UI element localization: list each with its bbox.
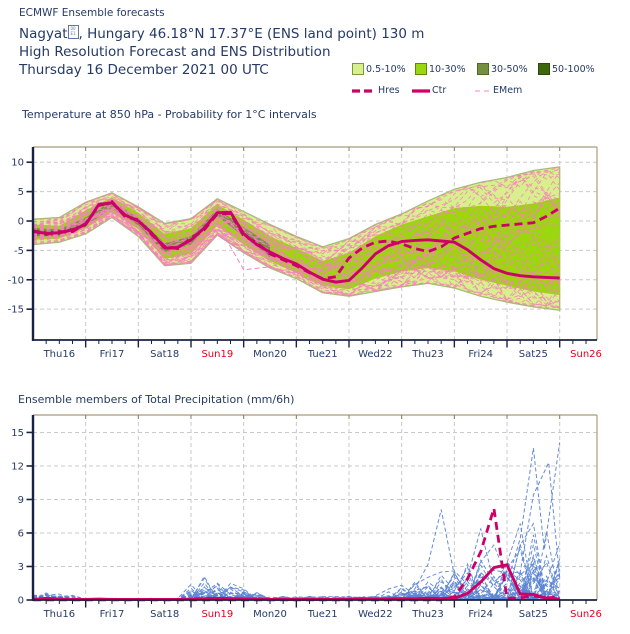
emem-member-line xyxy=(32,193,560,285)
emem-member-line xyxy=(32,214,560,297)
basetime-label: Thursday 16 December 2021 00 UTC xyxy=(19,62,269,78)
x-day-label: Mon20 xyxy=(253,349,287,360)
precipitation-chart-title: Ensemble members of Total Precipitation … xyxy=(18,393,295,406)
x-day-label: Fri17 xyxy=(100,349,125,360)
emem-member-line xyxy=(32,207,561,310)
emem-member-line xyxy=(32,196,561,269)
emem-member-line xyxy=(32,192,561,307)
emem-member-line xyxy=(32,216,561,304)
emem-member-line xyxy=(32,199,560,282)
x-day-label: Sun19 xyxy=(201,349,233,360)
report-type-label: ECMWF Ensemble forecasts xyxy=(19,7,165,19)
location-prefix: Nagyat xyxy=(19,26,68,42)
y-tick-label: 9 xyxy=(18,495,24,506)
emem-member-line xyxy=(32,208,560,267)
x-day-label: Tue21 xyxy=(307,349,338,360)
emem-member-line xyxy=(32,214,560,303)
probability-band-outer xyxy=(32,166,561,312)
emem-member-line xyxy=(32,167,560,269)
emem-member-line xyxy=(32,210,560,308)
y-tick-label: -15 xyxy=(8,305,24,316)
x-day-label: Fri17 xyxy=(100,609,125,620)
probability-band-inner xyxy=(33,197,560,296)
y-tick-label: -10 xyxy=(8,275,24,286)
emem-member-line xyxy=(32,203,560,310)
y-tick-label: 10 xyxy=(11,158,24,169)
emem-member-line xyxy=(32,170,561,271)
legend-band-1: 10-30% xyxy=(415,63,466,75)
band-swatch-1 xyxy=(415,63,427,75)
x-day-label: Sat18 xyxy=(150,609,179,620)
y-tick-label: 5 xyxy=(18,187,24,198)
emem-member-line xyxy=(32,171,561,255)
emem-member-line xyxy=(32,174,560,276)
x-day-label: Sat25 xyxy=(519,349,548,360)
precipitation-chart: 15 12 9 6 3 0 Thu16 Fri17 Sat18 Sun19 Mon20 Tue21 We… xyxy=(11,414,602,620)
legend-band-0: 0.5-10% xyxy=(352,63,406,75)
band-swatch-3 xyxy=(538,63,550,75)
band-swatch-2 xyxy=(477,63,489,75)
missing-glyph-box: 00 E1 xyxy=(67,25,79,39)
legend-band-label: 30-50% xyxy=(491,63,528,75)
legend: 0.5-10% 10-30% 30-50% 50-100% Hres Ctr E… xyxy=(348,63,630,103)
legend-line-label: Hres xyxy=(378,85,400,96)
precip-member-peak-line xyxy=(33,460,561,601)
legend-line-label: EMem xyxy=(493,85,523,96)
legend-line-ctr: Ctr xyxy=(412,85,446,96)
emem-outlier-line xyxy=(216,223,323,284)
emem-member-line xyxy=(32,211,560,298)
y-tick-label: 12 xyxy=(11,461,24,472)
emem-member-line xyxy=(32,199,561,271)
y-tick-label: 0 xyxy=(18,217,24,228)
x-day-label: Wed22 xyxy=(358,609,393,620)
legend-band-label: 0.5-10% xyxy=(366,63,406,75)
x-day-label: Sun26 xyxy=(570,349,602,360)
temperature-chart-title: Temperature at 850 hPa - Probability for… xyxy=(22,108,317,121)
y-tick-label: 0 xyxy=(18,596,24,607)
precip-member-peak-line xyxy=(33,442,561,601)
x-day-label: Thu16 xyxy=(43,609,76,620)
x-day-label: Tue21 xyxy=(307,609,338,620)
legend-line-label: Ctr xyxy=(432,85,447,96)
y-tick-label: 15 xyxy=(11,428,24,439)
y-tick-label: -5 xyxy=(14,246,24,257)
location-suffix: , Hungary 46.18°N 17.37°E (ENS land poin… xyxy=(78,26,425,42)
x-day-label: Thu23 xyxy=(411,609,444,620)
legend-band-label: 10-30% xyxy=(429,63,466,75)
emem-member-line xyxy=(32,198,561,305)
precip-member-line xyxy=(32,575,561,601)
band-swatch-0 xyxy=(352,63,364,75)
y-tick-label: 3 xyxy=(18,562,24,573)
emem-member-line xyxy=(32,201,560,297)
x-day-label: Sat25 xyxy=(519,609,548,620)
ctr-line xyxy=(32,201,560,284)
x-day-label: Thu16 xyxy=(43,349,76,360)
legend-line-emem: EMem xyxy=(475,85,522,96)
legend-line-hres: Hres xyxy=(352,85,400,96)
x-day-label: Fri24 xyxy=(468,609,493,620)
location-line: Nagyat 00 E1, Hungary 46.18°N 17.37°E (ENS… xyxy=(19,25,424,42)
x-day-label: Sun19 xyxy=(201,609,233,620)
x-day-label: Fri24 xyxy=(468,349,493,360)
emem-member-line xyxy=(32,184,561,265)
temperature-chart: 10 5 0 -5 -10 -15 Thu16 Fri17 Sat18 Sun19 Mon20 Tue… xyxy=(8,146,602,360)
y-tick-label: 6 xyxy=(18,528,24,539)
emem-member-line xyxy=(32,182,561,274)
x-day-label: Sun26 xyxy=(570,609,602,620)
x-day-label: Thu23 xyxy=(411,349,444,360)
product-title: High Resolution Forecast and ENS Distrib… xyxy=(19,44,331,60)
legend-band-3: 50-100% xyxy=(538,63,595,75)
x-day-label: Wed22 xyxy=(358,349,393,360)
emem-member-line xyxy=(32,167,560,289)
legend-band-2: 30-50% xyxy=(477,63,528,75)
emem-member-line xyxy=(32,199,561,263)
x-day-label: Mon20 xyxy=(253,609,287,620)
legend-band-label: 50-100% xyxy=(552,63,595,75)
x-day-label: Sat18 xyxy=(150,349,179,360)
